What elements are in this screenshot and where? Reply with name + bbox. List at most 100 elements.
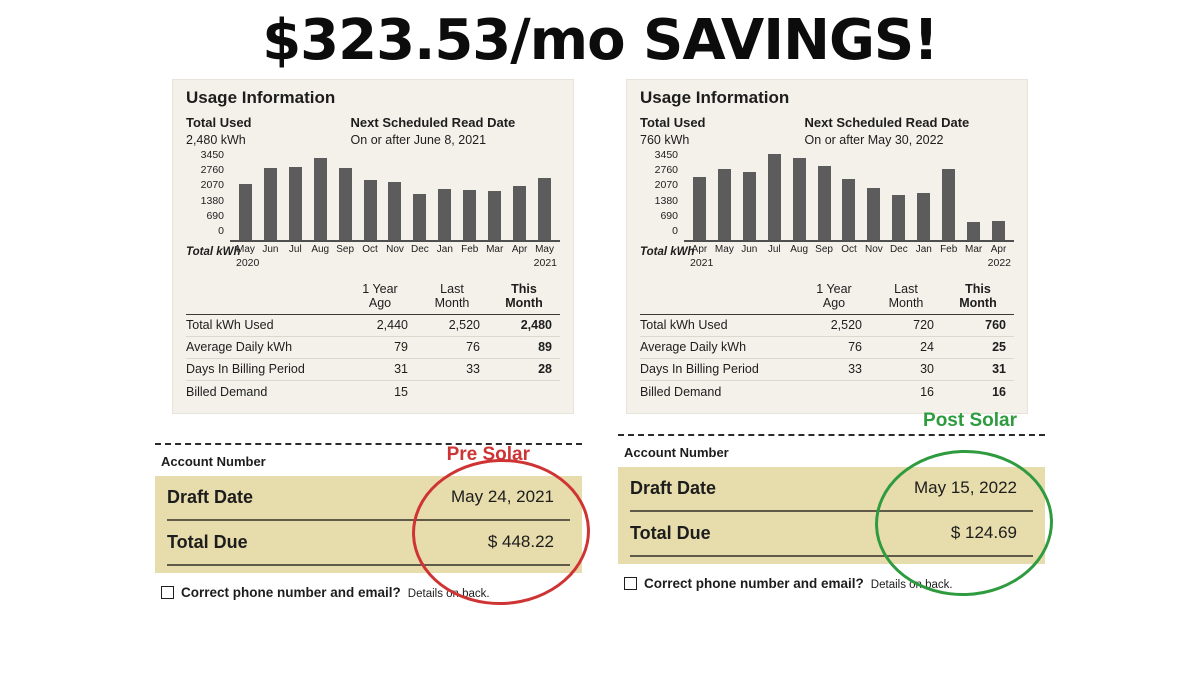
bar-may xyxy=(538,178,552,240)
month-labels: May Jun Jul Aug Sep Oct Nov Dec Jan Feb Mar Apr May xyxy=(230,244,560,255)
bar-jan xyxy=(917,193,931,240)
row-value: 24 xyxy=(920,340,934,355)
row-value: 30 xyxy=(920,362,934,377)
month-label: Jul xyxy=(767,244,781,255)
bar-column xyxy=(936,154,961,240)
total-due-value: $ 124.69 xyxy=(950,523,1017,543)
bar-column xyxy=(308,154,333,240)
bill-amount-box: Draft Date May 24, 2021 Total Due $ 448.… xyxy=(155,475,582,573)
row-value: 16 xyxy=(920,384,934,399)
bar-dec xyxy=(892,195,906,240)
y-tick: 2070 xyxy=(654,179,678,192)
chart-ylabel: Total kWh xyxy=(186,246,241,258)
month-label: Aug xyxy=(311,244,330,255)
y-tick: 3450 xyxy=(654,149,678,161)
bar-oct xyxy=(842,179,856,240)
month-label: Nov xyxy=(386,244,404,255)
row-value: 2,520 xyxy=(830,318,862,333)
row-value: 2,440 xyxy=(376,318,408,333)
y-axis: 3450 2760 2070 1380 690 0 xyxy=(186,149,230,237)
month-label: Oct xyxy=(362,244,378,255)
bar-column xyxy=(762,154,787,240)
usage-table: 1 Year Ago Last Month This Month Total kWh … xyxy=(640,282,1014,403)
month-label: Jan xyxy=(436,244,453,255)
phone-email-checkbox[interactable] xyxy=(624,576,637,590)
usage-table-row: Days In Billing Period 33 30 31 xyxy=(640,359,1014,381)
draft-date-row: Draft Date May 15, 2022 xyxy=(630,467,1033,512)
usage-table-row: Total kWh Used 2,520 720 760 xyxy=(640,315,1014,337)
row-label: Billed Demand xyxy=(640,384,722,399)
col-header-this-month: This Month xyxy=(505,282,543,311)
row-label: Total kWh Used xyxy=(186,318,274,333)
bar-column xyxy=(787,154,812,240)
total-due-label: Total Due xyxy=(630,522,711,543)
month-label: Jan xyxy=(915,244,932,255)
usage-panel-post: Usage Information Total Used 760 kWh Nex… xyxy=(626,79,1028,414)
bar-jul xyxy=(767,154,781,240)
col-header-this-month: This Month xyxy=(959,282,997,311)
bar-apr xyxy=(513,186,527,240)
row-label: Total kWh Used xyxy=(640,318,728,333)
bar-aug xyxy=(792,158,806,240)
bar-nov xyxy=(867,188,881,240)
col-header-last-month: Last Month xyxy=(434,282,470,311)
draft-date-value: May 24, 2021 xyxy=(450,487,554,507)
total-due-label: Total Due xyxy=(167,531,248,552)
row-value: 31 xyxy=(394,362,408,377)
y-tick: 3450 xyxy=(200,149,224,161)
row-value: 15 xyxy=(394,384,408,399)
bar-column xyxy=(986,154,1011,240)
row-label: Average Daily kWh xyxy=(186,340,293,355)
bar-sep xyxy=(817,166,831,240)
usage-bar-chart: 3450 2760 2070 1380 690 0 Total kWh May J… xyxy=(186,149,560,270)
row-value: 33 xyxy=(466,362,480,377)
y-tick: 2070 xyxy=(200,179,224,192)
bar-column xyxy=(407,154,432,240)
month-label: Mar xyxy=(486,244,504,255)
end-year-label: 2022 xyxy=(987,257,1011,269)
usage-table-row: Days In Billing Period 31 33 28 xyxy=(186,359,560,381)
col-header-1-year-ago: 1 Year Ago xyxy=(362,282,398,311)
total-used-label: Total Used xyxy=(186,115,252,130)
bar-column xyxy=(886,154,911,240)
usage-panels: Usage Information Total Used 2,480 kWh N… xyxy=(0,79,1200,414)
draft-date-row: Draft Date May 24, 2021 xyxy=(167,476,570,521)
total-used-value: 2,480 kWh xyxy=(186,133,246,147)
bar-column xyxy=(837,154,862,240)
month-label: Oct xyxy=(841,244,857,255)
bar-jun xyxy=(742,172,756,240)
month-label: Jun xyxy=(262,244,279,255)
total-due-row: Total Due $ 448.22 xyxy=(167,521,570,566)
row-value: 760 xyxy=(985,318,1006,333)
usage-panel-pre: Usage Information Total Used 2,480 kWh N… xyxy=(172,79,574,414)
row-value: 28 xyxy=(538,362,552,377)
checkbox-note: Details on back. xyxy=(407,587,490,600)
usage-table-row: Average Daily kWh 76 24 25 xyxy=(640,337,1014,359)
checkbox-label: Correct phone number and email? xyxy=(644,575,864,591)
account-number-label: Account Number xyxy=(161,453,266,469)
bar-apr xyxy=(992,221,1006,240)
bar-feb xyxy=(463,190,477,240)
bar-dec xyxy=(413,193,427,240)
month-label: Jun xyxy=(741,244,758,255)
month-label: Apr xyxy=(990,244,1007,255)
headline-savings: $323.53/mo SAVINGS! xyxy=(262,8,939,73)
row-value: 25 xyxy=(992,340,1006,355)
pre-solar-bill: Pre Solar Account Number Draft Date May … xyxy=(155,442,593,608)
checkbox-note: Details on back. xyxy=(870,578,953,591)
dashed-separator xyxy=(155,442,582,445)
row-value: 79 xyxy=(394,340,408,355)
phone-email-checkbox[interactable] xyxy=(161,585,174,599)
month-label: Jul xyxy=(288,244,302,255)
total-due-row: Total Due $ 124.69 xyxy=(630,512,1033,557)
panel-title: Usage Information xyxy=(186,88,336,107)
bar-column xyxy=(812,154,837,240)
bar-column xyxy=(233,154,258,240)
row-value: 33 xyxy=(848,362,862,377)
draft-date-label: Draft Date xyxy=(167,486,254,507)
bar-sep xyxy=(338,168,352,240)
month-label: Apr xyxy=(691,244,708,255)
y-tick: 2760 xyxy=(654,164,678,177)
bar-feb xyxy=(942,169,956,240)
month-label: May xyxy=(535,244,554,255)
